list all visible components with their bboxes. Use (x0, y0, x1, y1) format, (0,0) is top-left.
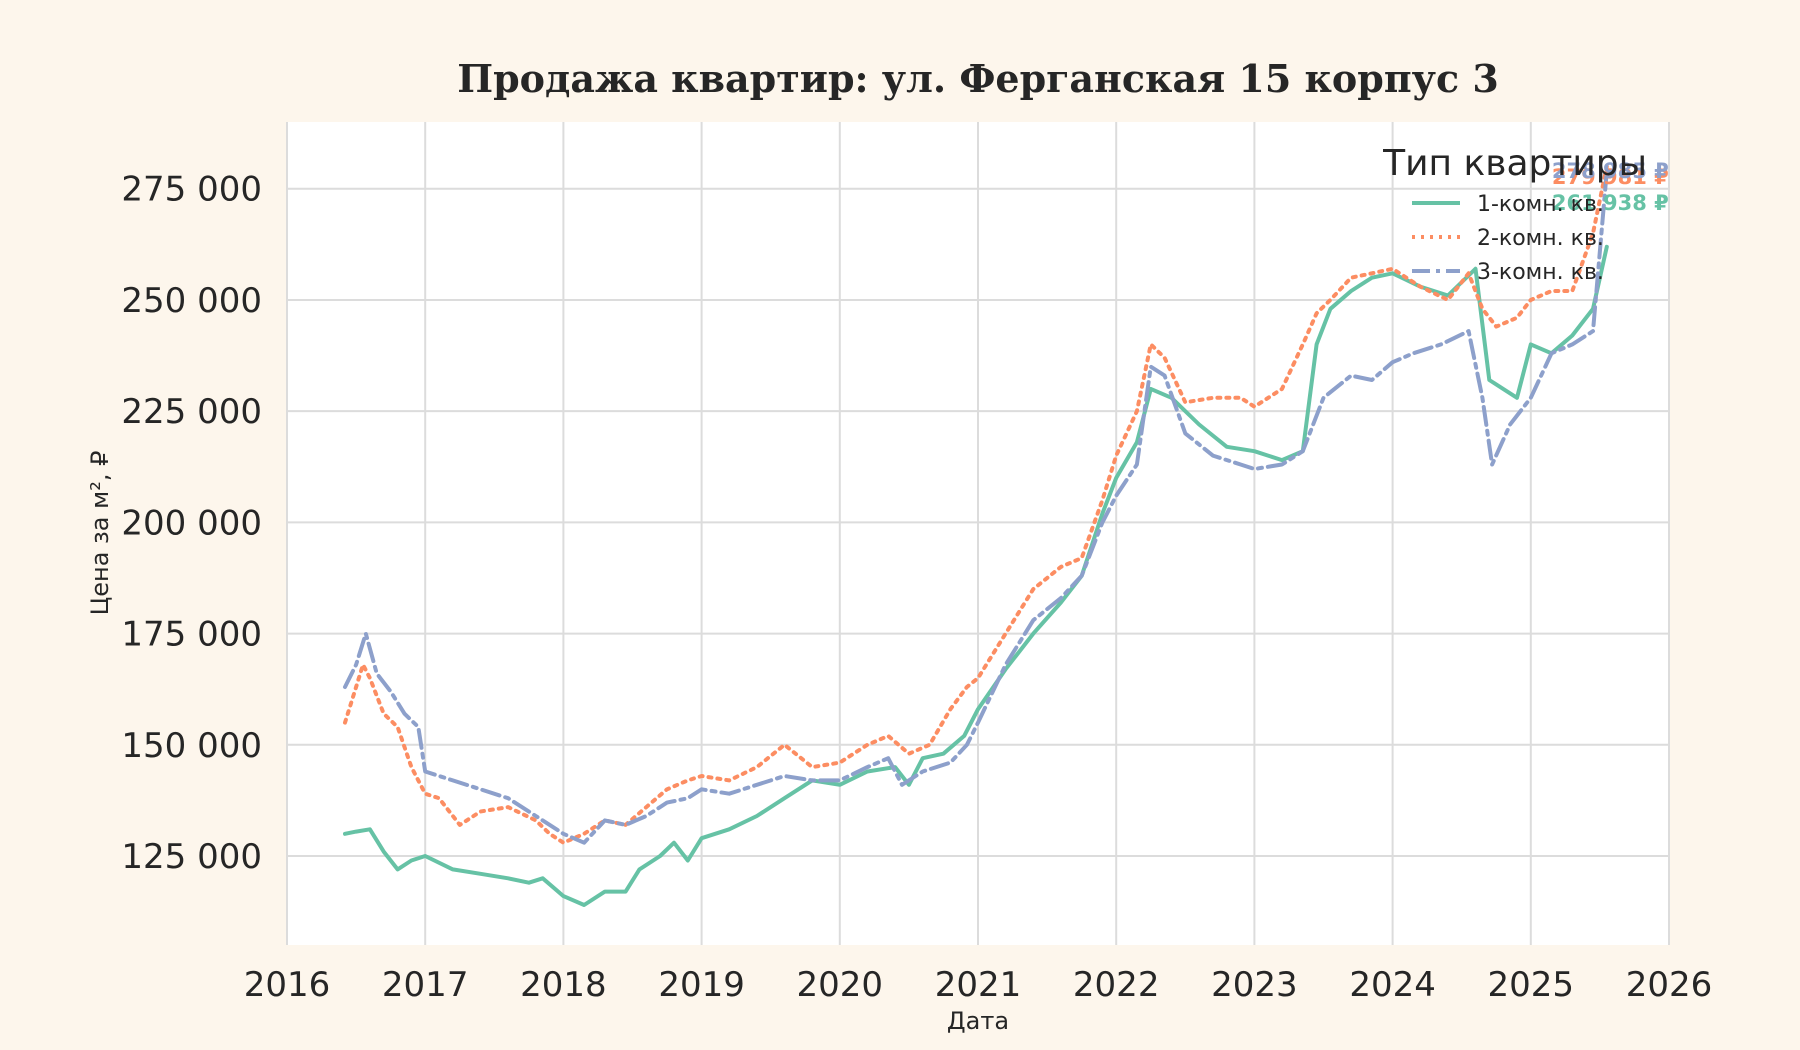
x-tick-label: 2016 (244, 965, 331, 1005)
y-tick-label: 275 000 (121, 170, 262, 210)
x-tick-label: 2021 (935, 965, 1022, 1005)
y-tick-label: 150 000 (121, 726, 262, 766)
x-tick-label: 2019 (658, 965, 745, 1005)
series-end-label: 279 981 ₽ (1552, 165, 1669, 189)
series-end-label: 278 985 ₽ (1552, 159, 1669, 183)
series-line (343, 169, 1609, 845)
x-axis-ticks: 2016 2017 2018 2019 2020 2021 2022 2023 2024 2025… (244, 965, 1713, 1005)
y-tick-label: 125 000 (121, 837, 262, 877)
legend-label: 3-комн. кв. (1477, 260, 1604, 285)
x-tick-label: 2022 (1073, 965, 1160, 1005)
series-layer (343, 164, 1609, 907)
chart-title: Продажа квартир: ул. Ферганская 15 корпу… (457, 56, 1499, 101)
series-end-label: 261 938 ₽ (1552, 191, 1669, 215)
legend-title: Тип квартиры (1382, 143, 1647, 184)
x-tick-label: 2018 (520, 965, 607, 1005)
y-axis-label: Цена за м², ₽ (86, 451, 114, 616)
x-tick-label: 2026 (1626, 965, 1713, 1005)
y-axis-ticks: 125 000 150 000 175 000 200 000 225 000 250 0… (121, 170, 262, 877)
y-tick-label: 175 000 (121, 615, 262, 655)
legend-items: 1-комн. кв. 2-комн. кв. 3-комн. кв. (1412, 192, 1604, 285)
end-labels: 261 938 ₽279 981 ₽278 985 ₽ (1552, 159, 1669, 215)
series-line (343, 164, 1609, 845)
y-tick-label: 250 000 (121, 281, 262, 321)
y-tick-label: 200 000 (121, 503, 262, 543)
legend-label: 1-комн. кв. (1477, 192, 1604, 217)
x-tick-label: 2025 (1488, 965, 1575, 1005)
x-tick-label: 2024 (1349, 965, 1436, 1005)
x-tick-label: 2017 (382, 965, 469, 1005)
x-axis-label: Дата (947, 1007, 1009, 1035)
grid (286, 122, 1670, 945)
y-tick-label: 225 000 (121, 392, 262, 432)
x-tick-label: 2020 (797, 965, 884, 1005)
legend: Тип квартиры 1-комн. кв. 2-комн. кв. 3-ком… (1382, 143, 1647, 285)
x-tick-label: 2023 (1211, 965, 1298, 1005)
legend-label: 2-комн. кв. (1477, 226, 1604, 251)
